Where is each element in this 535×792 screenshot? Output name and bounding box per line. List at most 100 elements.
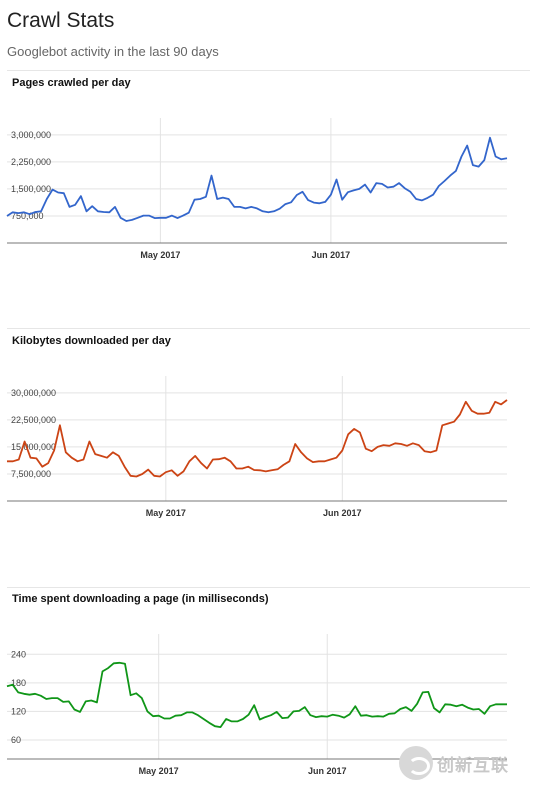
x-tick-label: May 2017: [146, 508, 186, 518]
data-point: [467, 707, 469, 709]
data-point: [236, 721, 238, 723]
data-point: [304, 706, 306, 708]
data-point: [281, 717, 283, 719]
page-subtitle: Googlebot activity in the last 90 days: [7, 44, 219, 59]
section-divider: [7, 328, 530, 329]
data-point: [74, 709, 76, 711]
data-point: [484, 713, 486, 715]
data-point: [17, 692, 19, 694]
data-point: [394, 712, 396, 714]
data-point: [444, 703, 446, 705]
data-point: [310, 714, 312, 716]
data-point: [62, 701, 64, 703]
data-point: [276, 711, 278, 713]
data-point: [102, 671, 104, 673]
data-point: [135, 692, 137, 694]
data-point: [259, 719, 261, 721]
data-point: [287, 717, 289, 719]
data-point: [220, 726, 222, 728]
data-point: [450, 704, 452, 706]
data-point: [208, 722, 210, 724]
data-point: [130, 694, 132, 696]
data-point: [96, 702, 98, 704]
data-point: [85, 701, 87, 703]
data-point: [461, 704, 463, 706]
data-point: [90, 700, 92, 702]
series-line: [6, 136, 508, 222]
data-point: [371, 716, 373, 718]
data-point: [354, 705, 356, 707]
data-point: [158, 715, 160, 717]
section-divider: [7, 587, 530, 588]
data-point: [343, 717, 345, 719]
data-point: [315, 716, 317, 718]
data-point: [45, 698, 47, 700]
data-point: [51, 697, 53, 699]
data-point: [506, 703, 508, 705]
data-point: [501, 703, 503, 705]
data-point: [231, 721, 233, 723]
data-point: [141, 697, 143, 699]
chart-title-pages-crawled: Pages crawled per day: [12, 77, 131, 89]
watermark-logo-icon: [399, 746, 433, 780]
chart-title-time-spent-downloading: Time spent downloading a page (in millis…: [12, 593, 269, 605]
series-line: [6, 661, 507, 728]
y-tick-label: 120: [11, 706, 26, 716]
section-divider: [7, 70, 530, 71]
data-point: [489, 705, 491, 707]
data-point: [388, 713, 390, 715]
data-point: [57, 697, 59, 699]
data-point: [23, 693, 25, 695]
data-point: [197, 714, 199, 716]
data-point: [411, 710, 413, 712]
y-tick-label: 60: [11, 735, 21, 745]
data-point: [113, 662, 115, 664]
data-point: [422, 692, 424, 694]
x-tick-label: Jun 2017: [323, 508, 362, 518]
data-point: [147, 711, 149, 713]
x-tick-label: Jun 2017: [308, 766, 347, 776]
y-tick-label: 750,000: [11, 211, 44, 221]
y-tick-label: 180: [11, 678, 26, 688]
data-point: [377, 715, 379, 717]
data-point: [40, 695, 42, 697]
data-point: [495, 703, 497, 705]
x-tick-label: May 2017: [140, 250, 180, 260]
page-title: Crawl Stats: [7, 9, 115, 32]
y-tick-label: 30,000,000: [11, 388, 56, 398]
data-point: [175, 715, 177, 717]
data-point: [360, 715, 362, 717]
y-tick-label: 2,250,000: [11, 157, 51, 167]
data-point: [203, 718, 205, 720]
data-point: [242, 718, 244, 720]
data-point: [332, 714, 334, 716]
data-point: [349, 713, 351, 715]
data-point: [68, 701, 70, 703]
data-point: [433, 707, 435, 709]
data-point: [478, 708, 480, 710]
watermark: 创新互联: [399, 746, 509, 780]
series-line: [7, 399, 508, 478]
y-tick-label: 7,500,000: [11, 469, 51, 479]
data-point: [405, 706, 407, 708]
data-point: [186, 712, 188, 714]
x-tick-label: Jun 2017: [312, 250, 351, 260]
data-point: [192, 712, 194, 714]
data-point: [180, 714, 182, 716]
data-point: [399, 708, 401, 710]
y-tick-label: 15,000,000: [11, 442, 56, 452]
data-point: [338, 715, 340, 717]
data-point: [293, 711, 295, 713]
data-point: [265, 716, 267, 718]
data-point: [34, 693, 36, 695]
data-point: [248, 714, 250, 716]
y-tick-label: 240: [11, 649, 26, 659]
data-point: [119, 662, 121, 664]
data-point: [163, 718, 165, 720]
data-point: [321, 715, 323, 717]
data-point: [12, 684, 14, 686]
data-point: [472, 709, 474, 711]
data-point: [29, 694, 31, 696]
data-point: [124, 663, 126, 665]
